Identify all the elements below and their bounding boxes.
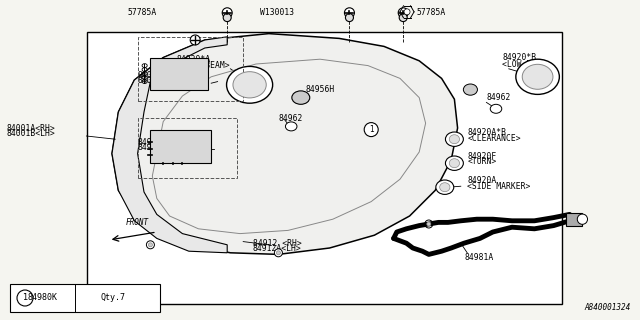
- Text: 84001B<LH>: 84001B<LH>: [6, 129, 55, 138]
- Circle shape: [190, 35, 200, 45]
- Text: 1: 1: [369, 125, 374, 134]
- Circle shape: [346, 14, 353, 22]
- Text: <CLEARANCE>: <CLEARANCE>: [467, 134, 521, 143]
- Ellipse shape: [436, 180, 454, 195]
- Ellipse shape: [445, 132, 463, 147]
- Circle shape: [344, 8, 355, 18]
- Ellipse shape: [285, 122, 297, 131]
- Circle shape: [222, 8, 232, 18]
- Text: 57785A: 57785A: [416, 8, 445, 17]
- Text: Qty.7: Qty.7: [100, 293, 125, 302]
- Text: <HIGH BEAM>: <HIGH BEAM>: [176, 61, 230, 70]
- Circle shape: [17, 290, 33, 306]
- Circle shape: [364, 123, 378, 137]
- Ellipse shape: [233, 72, 266, 98]
- Text: 84956H: 84956H: [306, 85, 335, 94]
- Text: 84981A: 84981A: [464, 253, 493, 262]
- Circle shape: [276, 251, 280, 255]
- Text: 84963F<RH>: 84963F<RH>: [138, 138, 186, 147]
- Text: <LOW BEAM>: <LOW BEAM>: [502, 60, 551, 68]
- Text: 84962: 84962: [278, 114, 303, 123]
- Text: 84920A: 84920A: [467, 176, 497, 185]
- Text: 84980K: 84980K: [27, 293, 57, 302]
- Text: A840001324: A840001324: [584, 303, 630, 312]
- Circle shape: [404, 9, 410, 15]
- Circle shape: [399, 14, 407, 22]
- Bar: [138, 37, 243, 101]
- Text: 84920F: 84920F: [467, 152, 497, 161]
- Bar: [566, 213, 582, 226]
- Ellipse shape: [522, 64, 553, 89]
- Text: 84920*B: 84920*B: [502, 53, 536, 62]
- Text: 84963G<LH>: 84963G<LH>: [138, 143, 186, 152]
- Circle shape: [148, 243, 152, 247]
- Circle shape: [427, 222, 431, 226]
- Ellipse shape: [292, 91, 310, 104]
- Text: <TURN>: <TURN>: [467, 157, 497, 166]
- Bar: [150, 58, 208, 90]
- Circle shape: [577, 214, 588, 224]
- Text: 84077B<LH>: 84077B<LH>: [138, 76, 186, 85]
- Ellipse shape: [449, 159, 460, 168]
- Bar: [150, 130, 211, 163]
- Ellipse shape: [445, 156, 463, 170]
- Circle shape: [147, 241, 154, 249]
- Ellipse shape: [449, 135, 460, 144]
- Circle shape: [223, 14, 231, 22]
- Ellipse shape: [490, 104, 502, 113]
- Text: 84077A<RH>: 84077A<RH>: [138, 71, 186, 80]
- Text: 84912 <RH>: 84912 <RH>: [253, 239, 301, 248]
- Polygon shape: [112, 34, 458, 254]
- Text: 84962: 84962: [486, 93, 511, 102]
- Text: 84920*A: 84920*A: [176, 55, 210, 64]
- Text: FRONT: FRONT: [126, 218, 149, 227]
- Circle shape: [398, 8, 408, 18]
- Ellipse shape: [440, 183, 450, 192]
- Text: 84912A<LH>: 84912A<LH>: [253, 244, 301, 253]
- Bar: [87, 32, 562, 304]
- Ellipse shape: [463, 84, 477, 95]
- Bar: [10, 284, 160, 312]
- Polygon shape: [112, 37, 227, 253]
- Circle shape: [275, 249, 282, 257]
- Circle shape: [425, 220, 433, 228]
- Bar: [138, 118, 237, 178]
- Text: W130013: W130013: [260, 8, 294, 17]
- Text: 84001A<RH>: 84001A<RH>: [6, 124, 55, 132]
- Text: <SIDE MARKER>: <SIDE MARKER>: [467, 182, 531, 191]
- Text: 1: 1: [22, 293, 28, 302]
- Text: 84920A*B: 84920A*B: [467, 128, 506, 137]
- Text: 57785A: 57785A: [127, 8, 157, 17]
- Ellipse shape: [227, 67, 273, 103]
- Ellipse shape: [516, 59, 559, 94]
